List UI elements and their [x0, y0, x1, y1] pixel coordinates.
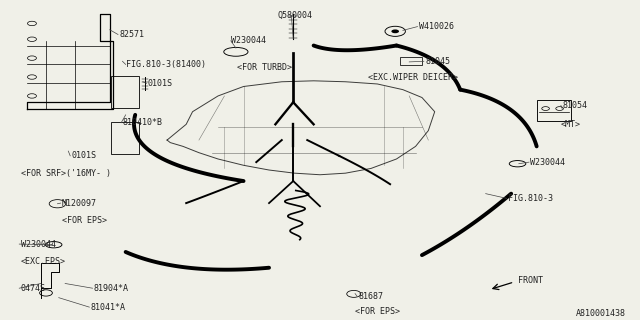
Text: M120097: M120097: [62, 199, 97, 208]
Text: W230044: W230044: [231, 36, 266, 45]
Circle shape: [392, 29, 399, 33]
Text: <EXC.EPS>: <EXC.EPS>: [20, 257, 65, 266]
Text: A810001438: A810001438: [576, 309, 626, 318]
Text: Q580004: Q580004: [277, 11, 312, 20]
Text: <FOR EPS>: <FOR EPS>: [62, 216, 107, 225]
Text: 810410*B: 810410*B: [122, 118, 163, 127]
Text: <FOR EPS>: <FOR EPS>: [355, 307, 400, 316]
Text: 0101S: 0101S: [148, 79, 173, 88]
Text: 82571: 82571: [119, 30, 144, 39]
Text: FRONT: FRONT: [518, 276, 543, 285]
Text: 81041*A: 81041*A: [91, 303, 125, 312]
Text: <FOR SRF>('16MY- ): <FOR SRF>('16MY- ): [20, 169, 111, 178]
Text: FIG.810-3: FIG.810-3: [508, 194, 553, 203]
Text: W230044: W230044: [20, 240, 56, 249]
Text: 0101S: 0101S: [72, 151, 97, 160]
Text: 0474S: 0474S: [20, 284, 45, 293]
Text: 81687: 81687: [358, 292, 383, 300]
Text: W410026: W410026: [419, 22, 454, 31]
Text: <MT>: <MT>: [561, 120, 581, 129]
Text: 81045: 81045: [425, 57, 450, 66]
Text: FIG.810-3(81400): FIG.810-3(81400): [125, 60, 205, 69]
Text: 81054: 81054: [562, 101, 587, 110]
Text: <FOR TURBD>: <FOR TURBD>: [237, 63, 292, 72]
Text: <EXC.WIPER DEICER>: <EXC.WIPER DEICER>: [368, 73, 458, 82]
Text: W230044: W230044: [531, 158, 565, 167]
Text: 81904*A: 81904*A: [94, 284, 129, 293]
